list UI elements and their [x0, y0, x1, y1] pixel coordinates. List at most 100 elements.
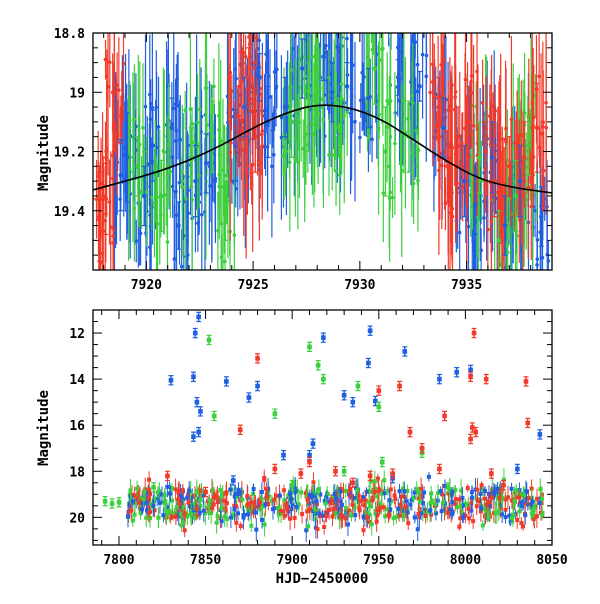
baseline-point [186, 493, 191, 498]
baseline-point [393, 496, 398, 501]
baseline-point [402, 489, 407, 494]
baseline-point [512, 498, 517, 503]
baseline-point [417, 499, 422, 504]
baseline-point [279, 511, 284, 516]
series-1-point-8 [336, 125, 341, 131]
baseline-point [324, 495, 329, 500]
bottom-panel: 7800 7850 7900 7950 8000 8050 12 14 16 18 20 Magni… [36, 309, 568, 587]
series-1-point-4 [315, 362, 321, 368]
baseline-point [477, 499, 482, 504]
cluster-point [115, 132, 119, 137]
cluster-point [203, 86, 208, 90]
baseline-point [257, 500, 262, 505]
baseline-point [416, 511, 421, 516]
baseline-point [225, 516, 230, 521]
baseline-point [224, 501, 229, 506]
cluster-point [121, 61, 126, 66]
baseline-point [463, 513, 468, 518]
baseline-point [251, 486, 256, 491]
baseline-point [143, 487, 148, 492]
cluster-point [147, 162, 152, 167]
cluster-point [466, 224, 471, 229]
baseline-point [147, 488, 152, 493]
baseline-point [379, 491, 384, 496]
cluster-point [89, 175, 93, 179]
baseline-point [372, 490, 377, 495]
cluster-point [247, 42, 252, 47]
series-1-point-2 [272, 411, 278, 416]
cluster-point [437, 168, 441, 173]
baseline-point [396, 506, 401, 511]
baseline-point [534, 514, 539, 519]
series-0-point-19 [417, 84, 422, 89]
baseline-point [322, 499, 327, 504]
baseline-point [174, 505, 179, 510]
cluster-point [183, 196, 188, 201]
series-0-point-16 [344, 84, 350, 89]
cluster-point [272, 152, 276, 157]
cluster-point [244, 87, 249, 91]
baseline-point [343, 506, 348, 511]
series-1-point-13 [496, 238, 501, 243]
cluster-point [119, 105, 124, 110]
baseline-point [387, 498, 392, 503]
cluster-point [479, 248, 483, 253]
baseline-point [170, 514, 175, 519]
baseline-point [254, 527, 259, 532]
top-x-tick-label: 7930 [344, 278, 375, 293]
baseline-point [219, 519, 224, 524]
baseline-point [511, 502, 516, 507]
series-0-point-20 [440, 125, 446, 131]
baseline-point [215, 499, 220, 504]
cluster-point [330, 153, 335, 157]
bottom-y-tick-label: 14 [69, 373, 85, 388]
baseline-point [151, 503, 156, 508]
baseline-point [463, 501, 468, 506]
baseline-point [522, 492, 527, 497]
baseline-point [144, 515, 149, 520]
baseline-point [453, 497, 458, 502]
cluster-point [370, 47, 375, 52]
baseline-point [187, 488, 192, 493]
baseline-point [159, 492, 164, 497]
baseline-point [334, 489, 339, 494]
baseline-point [540, 512, 545, 517]
baseline-point [192, 502, 197, 507]
cluster-point [526, 185, 531, 190]
baseline-point [155, 496, 160, 501]
baseline-point [178, 493, 183, 498]
series-2-point-1 [103, 196, 109, 202]
baseline-point [274, 493, 279, 498]
baseline-point [172, 511, 177, 516]
baseline-point [128, 488, 133, 493]
baseline-point [331, 494, 336, 499]
baseline-point [277, 493, 282, 498]
baseline-point [137, 495, 142, 500]
baseline-point [507, 513, 512, 518]
cluster-point [141, 125, 145, 130]
baseline-point [382, 478, 387, 483]
baseline-point [189, 512, 194, 517]
bottom-plot-area [102, 311, 545, 543]
baseline-point [181, 519, 186, 524]
cluster-point [164, 192, 169, 197]
series-1-point-9 [372, 66, 378, 71]
cluster-point [165, 240, 170, 244]
series-0-point-3 [196, 314, 201, 320]
baseline-point [416, 489, 421, 494]
baseline-point [156, 515, 161, 520]
cluster-point [188, 107, 193, 111]
baseline-point [368, 504, 373, 509]
baseline-point [178, 512, 183, 517]
series-0-point-7 [196, 429, 201, 435]
cluster-point [249, 182, 254, 187]
baseline-point [221, 498, 226, 503]
series-0-point-15 [341, 392, 347, 398]
baseline-point [416, 496, 421, 501]
baseline-point [223, 507, 228, 512]
baseline-point [457, 497, 462, 502]
baseline-point [277, 508, 282, 513]
baseline-point [524, 489, 529, 494]
cluster-point [479, 179, 484, 183]
